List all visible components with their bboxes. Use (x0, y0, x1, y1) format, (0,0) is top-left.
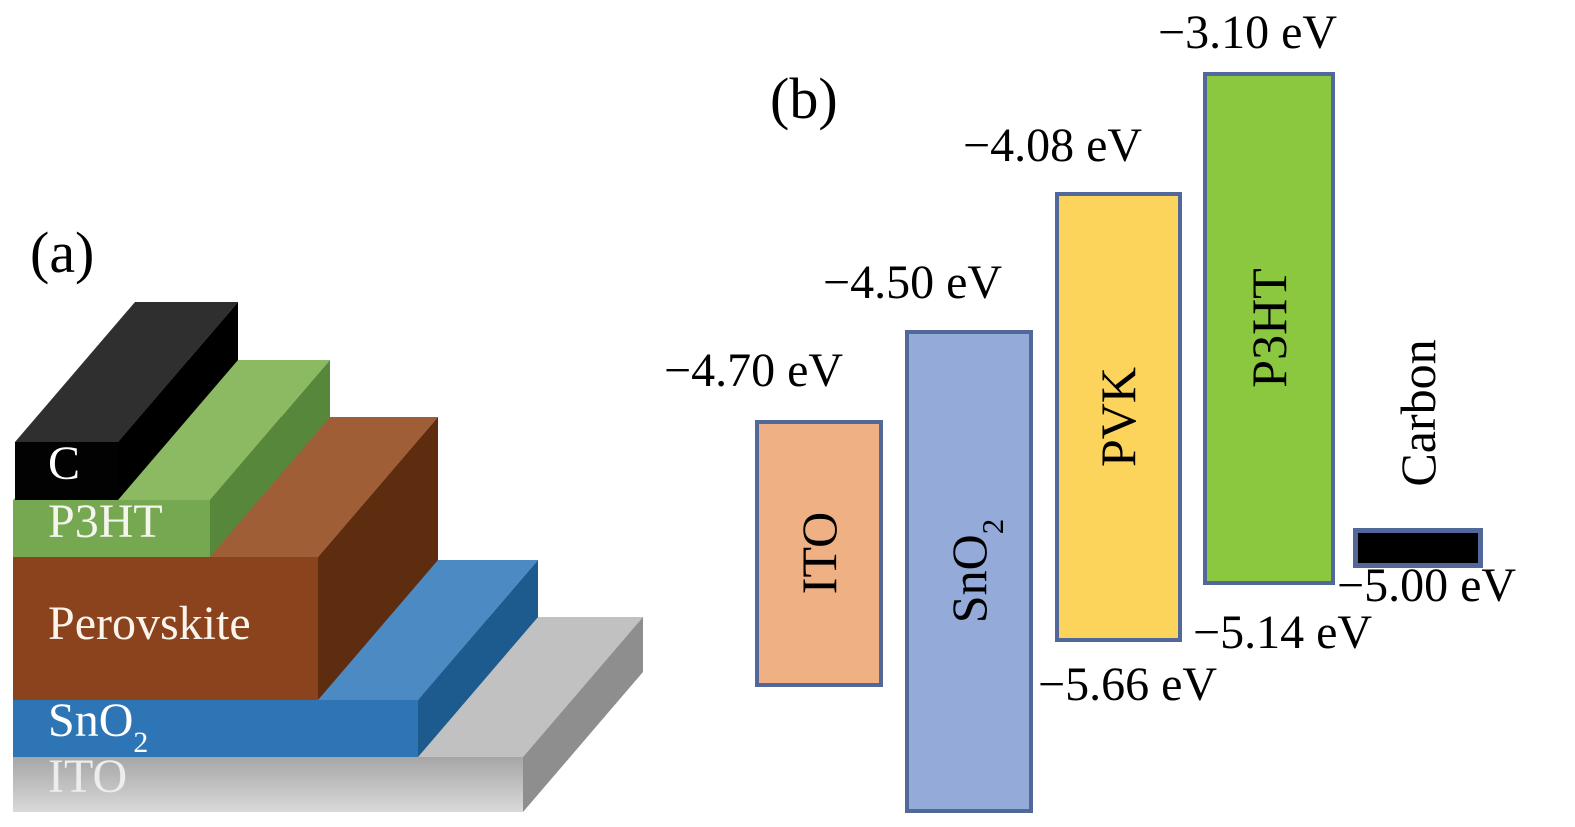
value-sno2-top: −4.50 eV (823, 256, 1003, 309)
device-stack-3d (13, 302, 643, 812)
sno2-front-face (13, 700, 418, 757)
energy-bar-p3ht (1203, 72, 1335, 585)
carbon-top-face (15, 302, 238, 442)
energy-bar-pvk-label: PVK (1090, 366, 1146, 468)
perovskite-front-face (13, 557, 318, 700)
p3ht-front-face (13, 500, 210, 557)
stack-layer-carbon (15, 302, 238, 500)
energy-bar-carbon (1353, 528, 1483, 568)
value-pvk-top: −4.08 eV (963, 119, 1143, 172)
value-ito-top: −4.70 eV (664, 344, 844, 397)
p3ht-side-face (210, 360, 330, 557)
stack-label-ito: ITO (48, 750, 128, 803)
value-p3ht-top: −3.10 eV (1158, 6, 1338, 59)
energy-bar-sno2-label: SnO2 (941, 518, 1010, 624)
ito-front-face (13, 757, 523, 812)
perovskite-side-face (318, 417, 438, 700)
sno2-side-face (418, 560, 538, 757)
value-p3ht-bottom: −5.14 eV (1193, 606, 1373, 659)
panel-a-label: (a) (30, 220, 95, 285)
energy-bar-pvk (1055, 192, 1182, 642)
carbon-front-face (15, 442, 118, 500)
energy-bar-ito-label: ITO (791, 511, 847, 595)
ito-side-face (523, 617, 643, 812)
energy-bar-ito (755, 420, 883, 687)
value-carbon-bottom: −5.00 eV (1337, 559, 1517, 612)
energy-bar-carbon-label: Carbon (1390, 339, 1446, 487)
carbon-side-face (118, 302, 238, 500)
energy-bar-p3ht-label: P3HT (1241, 268, 1297, 388)
stack-label-p3ht: P3HT (48, 495, 163, 548)
stack-label-perovskite: Perovskite (48, 597, 251, 650)
energy-bar-sno2 (905, 330, 1033, 813)
value-pvk-bottom: −5.66 eV (1038, 658, 1218, 711)
stack-label-c: C (48, 437, 81, 490)
panel-b-label: (b) (770, 66, 838, 131)
stack-label-sno2: SnO2 (48, 694, 149, 759)
